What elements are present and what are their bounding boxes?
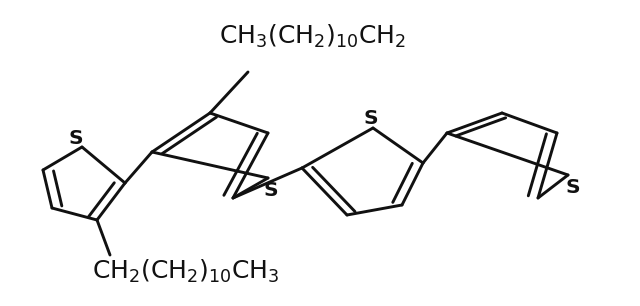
Text: S: S <box>565 178 580 197</box>
Text: S: S <box>363 109 378 128</box>
Text: S: S <box>68 129 83 148</box>
Text: CH$_3$(CH$_2$)$_{10}$CH$_2$: CH$_3$(CH$_2$)$_{10}$CH$_2$ <box>219 23 406 50</box>
Text: S: S <box>263 181 278 200</box>
Text: CH$_2$(CH$_2$)$_{10}$CH$_3$: CH$_2$(CH$_2$)$_{10}$CH$_3$ <box>92 258 280 285</box>
